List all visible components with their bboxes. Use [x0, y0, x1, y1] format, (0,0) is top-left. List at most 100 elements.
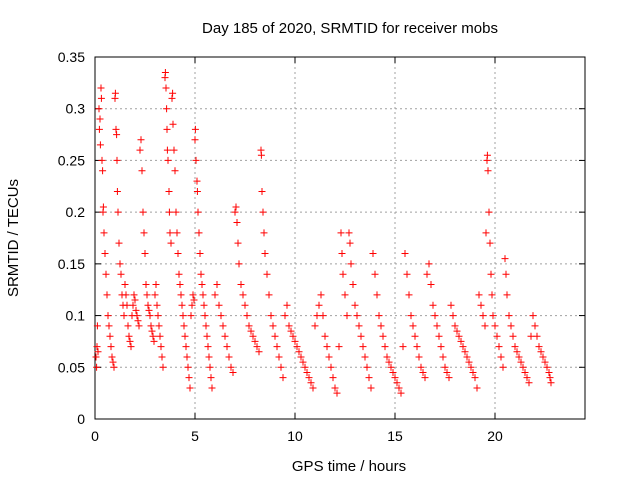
data-point	[164, 156, 172, 164]
data-point	[96, 141, 104, 149]
data-point	[445, 374, 453, 382]
data-point	[183, 353, 191, 361]
data-point	[281, 312, 289, 320]
data-point	[121, 281, 129, 289]
data-point	[106, 332, 114, 340]
data-point	[335, 343, 343, 351]
data-point	[168, 94, 176, 102]
data-point	[169, 89, 177, 97]
data-point	[193, 177, 201, 185]
data-point	[277, 363, 285, 371]
data-point	[346, 239, 354, 247]
data-point	[135, 322, 143, 330]
y-tick-label: 0.35	[58, 49, 85, 65]
data-point	[427, 281, 435, 289]
data-point	[373, 291, 381, 299]
data-point	[523, 374, 531, 382]
data-point	[131, 296, 139, 304]
data-point	[104, 312, 112, 320]
data-point	[453, 327, 461, 335]
data-point	[397, 389, 405, 397]
data-point	[232, 203, 240, 211]
data-point	[291, 337, 299, 345]
data-point	[493, 332, 501, 340]
data-point	[413, 343, 421, 351]
data-point	[97, 94, 105, 102]
data-point	[93, 322, 101, 330]
data-point	[489, 312, 497, 320]
data-point	[379, 332, 387, 340]
data-point	[141, 250, 149, 258]
data-point	[211, 291, 219, 299]
data-point	[176, 281, 184, 289]
data-point	[273, 343, 281, 351]
data-point	[113, 131, 121, 139]
data-point	[207, 374, 215, 382]
data-point	[293, 343, 301, 351]
data-point	[287, 327, 295, 335]
data-point	[484, 167, 492, 175]
data-point	[260, 229, 268, 237]
data-point	[97, 84, 105, 92]
data-point	[125, 332, 133, 340]
data-point	[305, 374, 313, 382]
data-point	[196, 250, 204, 258]
data-point	[231, 208, 239, 216]
data-point	[475, 291, 483, 299]
data-point	[161, 69, 169, 77]
data-point	[95, 125, 103, 133]
data-point	[177, 291, 185, 299]
data-point	[317, 291, 325, 299]
data-point	[457, 337, 465, 345]
data-point	[357, 332, 365, 340]
data-point	[433, 322, 441, 330]
data-point	[166, 229, 174, 237]
data-point	[465, 358, 473, 366]
data-point	[369, 250, 377, 258]
data-point	[295, 348, 303, 356]
data-point	[517, 358, 525, 366]
data-point	[359, 343, 367, 351]
data-point	[495, 343, 503, 351]
data-point	[237, 281, 245, 289]
y-tick-label: 0	[77, 411, 85, 427]
data-point	[163, 105, 171, 113]
data-point	[204, 343, 212, 351]
data-point	[219, 322, 227, 330]
data-point	[482, 229, 490, 237]
data-point	[133, 312, 141, 320]
data-point	[502, 270, 510, 278]
data-point	[130, 291, 138, 299]
data-point	[117, 270, 125, 278]
data-point	[501, 255, 509, 263]
data-point	[395, 384, 403, 392]
data-point	[191, 125, 199, 133]
data-point	[157, 343, 165, 351]
data-point	[541, 358, 549, 366]
data-point	[481, 322, 489, 330]
data-point	[399, 343, 407, 351]
data-point	[543, 363, 551, 371]
data-point	[527, 332, 535, 340]
data-point	[311, 322, 319, 330]
data-point	[525, 379, 533, 387]
data-point	[182, 343, 190, 351]
data-point	[129, 301, 137, 309]
data-point	[509, 332, 517, 340]
data-point	[539, 353, 547, 361]
data-point	[123, 301, 131, 309]
data-point	[325, 353, 333, 361]
data-point	[409, 322, 417, 330]
data-point	[137, 136, 145, 144]
data-point	[115, 239, 123, 247]
data-point	[122, 291, 130, 299]
data-point	[331, 384, 339, 392]
data-point	[407, 312, 415, 320]
data-point	[545, 368, 553, 376]
data-point	[197, 270, 205, 278]
data-point	[184, 363, 192, 371]
data-point	[487, 270, 495, 278]
data-point	[208, 384, 216, 392]
data-point	[144, 301, 152, 309]
data-point	[531, 322, 539, 330]
